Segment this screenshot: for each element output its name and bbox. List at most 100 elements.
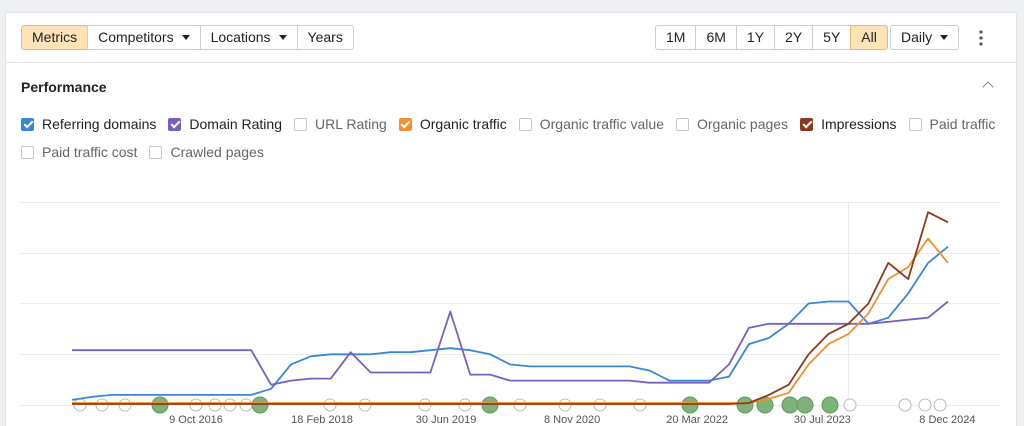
annotation-marker	[918, 398, 932, 412]
checkbox	[908, 117, 922, 131]
button-label: Metrics	[32, 29, 78, 45]
annotation-marker	[633, 398, 647, 412]
button-label: Locations	[210, 29, 271, 45]
legend-label: Referring domains	[42, 116, 157, 132]
separator	[6, 62, 1016, 63]
annotation-marker	[458, 398, 472, 412]
x-tick-label: 18 Feb 2018	[291, 414, 353, 426]
metric-toggle[interactable]: Organic traffic value	[518, 116, 664, 132]
series-line	[72, 300, 949, 386]
toolbar-button[interactable]: 2Y	[774, 25, 814, 50]
checkbox	[398, 117, 412, 131]
series-line	[72, 211, 949, 405]
annotation-marker	[73, 398, 87, 412]
annotation-marker	[251, 396, 269, 414]
legend-label: URL Rating	[315, 116, 387, 132]
checkbox	[168, 117, 182, 131]
button-label: 1Y	[746, 29, 765, 45]
legend-label: Impressions	[821, 116, 897, 132]
annotation-marker	[781, 396, 799, 414]
toolbar-button[interactable]: Locations	[199, 25, 298, 50]
annotation-marker	[95, 398, 109, 412]
range-group: 1M 6M 1Y 2Y 5Y All	[655, 25, 888, 50]
legend-label: Organic pages	[697, 116, 789, 132]
metric-toggle[interactable]: Domain Rating	[168, 116, 282, 132]
metric-toggles: Referring domains Domain Rating URL Rating…	[21, 116, 1011, 160]
toolbar-button[interactable]: All	[850, 25, 888, 50]
series-line	[72, 237, 949, 404]
annotation-marker	[323, 398, 337, 412]
checkbox	[294, 117, 307, 131]
annotation-marker	[558, 398, 572, 412]
interval-label: Daily	[901, 29, 933, 45]
annotation-marker	[358, 398, 372, 412]
toolbar-button[interactable]: 1M	[655, 25, 697, 50]
tab-group: Metrics Competitors Locations Years	[21, 25, 354, 50]
caret	[278, 35, 287, 40]
legend-label: Crawled pages	[170, 144, 264, 160]
annotation-marker	[189, 398, 203, 412]
x-tick-label: 9 Oct 2016	[169, 414, 223, 426]
annotation-marker	[843, 398, 857, 412]
annotation-marker	[513, 398, 527, 412]
legend-label: Organic traffic value	[539, 116, 664, 132]
metric-toggle[interactable]: Paid traffic	[908, 116, 996, 132]
annotation-marker	[821, 396, 839, 414]
checkbox	[800, 117, 814, 131]
checkbox	[21, 145, 34, 159]
x-tick-label: 30 Jun 2019	[416, 414, 477, 426]
button-label: Years	[307, 29, 343, 45]
annotation-marker	[933, 398, 947, 412]
toolbar-button[interactable]: 1Y	[735, 25, 776, 50]
toolbar-button[interactable]: Metrics	[21, 25, 89, 50]
button-label: 6M	[706, 29, 726, 45]
legend-label: Domain Rating	[189, 116, 282, 132]
caret	[181, 35, 190, 40]
grid	[20, 202, 1000, 406]
x-tick-label: 8 Dec 2024	[919, 414, 975, 426]
button-label: 1M	[666, 29, 686, 45]
interval-button[interactable]: Daily	[890, 25, 960, 50]
metric-toggle[interactable]: Referring domains	[21, 116, 156, 132]
legend-label: Paid traffic cost	[42, 144, 138, 160]
checkbox	[676, 117, 689, 131]
annotation-marker	[118, 398, 132, 412]
x-tick-label: 20 Mar 2022	[666, 414, 728, 426]
checkbox	[518, 117, 532, 131]
annotation-marker	[593, 398, 607, 412]
x-tick-label: 8 Nov 2020	[544, 414, 600, 426]
metric-toggle[interactable]: URL Rating	[294, 116, 387, 132]
annotation-marker	[736, 396, 754, 414]
toolbar-button[interactable]: 6M	[695, 25, 737, 50]
button-label: 2Y	[785, 29, 803, 45]
annotation-marker	[239, 398, 253, 412]
checkbox	[149, 145, 163, 159]
metric-toggle[interactable]: Crawled pages	[149, 144, 264, 160]
annotation-marker	[223, 398, 237, 412]
interval-group: Daily	[890, 25, 960, 50]
annotation-marker	[481, 396, 499, 414]
legend-label: Paid traffic	[929, 116, 996, 132]
metric-toggle[interactable]: Impressions	[800, 116, 897, 132]
annotation-marker	[418, 398, 432, 412]
metric-toggle[interactable]: Organic traffic	[398, 116, 507, 132]
section-title: Performance	[21, 79, 107, 95]
button-label: 5Y	[823, 29, 841, 45]
annotation-marker	[681, 396, 699, 414]
button-label: All	[861, 29, 877, 45]
checkbox	[21, 117, 34, 131]
metric-toggle[interactable]: Paid traffic cost	[21, 144, 137, 160]
series-line	[71, 246, 949, 401]
annotation-marker	[208, 398, 222, 412]
toolbar-button[interactable]: Years	[296, 25, 354, 50]
x-tick-label: 30 Jul 2023	[794, 414, 851, 426]
legend-label: Organic traffic	[419, 116, 507, 132]
annotation-marker	[151, 396, 169, 414]
more-menu[interactable]	[978, 29, 984, 47]
annotation-marker	[796, 396, 814, 414]
button-label: Competitors	[98, 29, 174, 45]
metric-toggle[interactable]: Organic pages	[676, 116, 788, 132]
annotation-marker	[898, 398, 912, 412]
